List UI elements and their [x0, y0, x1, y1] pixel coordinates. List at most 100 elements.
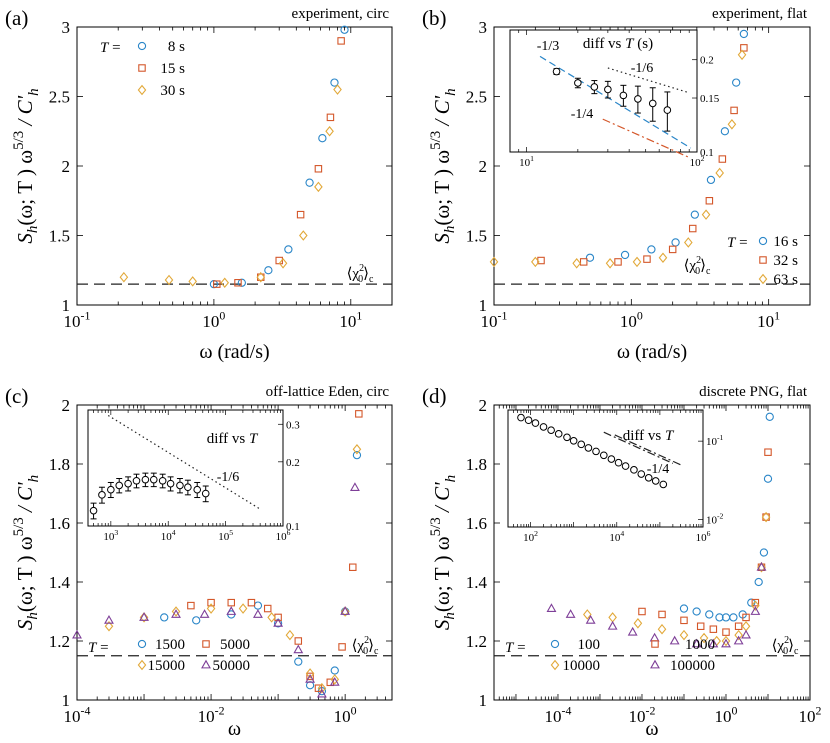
- inset-point: [644, 474, 653, 482]
- data-point-circle: [692, 607, 701, 616]
- data-point-diamond: [188, 276, 198, 287]
- data-point-diamond: [741, 620, 751, 632]
- data-point-diamond: [701, 209, 711, 220]
- inset-point: [569, 437, 578, 445]
- legend-label: 100: [578, 637, 601, 653]
- data-point-square: [213, 280, 221, 288]
- inset-point: [607, 455, 616, 463]
- data-point-circle: [160, 613, 169, 622]
- series-63s: [489, 49, 747, 269]
- data-point-circle: [763, 474, 773, 483]
- x-axis-label: ω: [228, 718, 241, 740]
- inset-title: diff vs T: [623, 428, 675, 444]
- y-axis-label: Sh(ω; T ) ω5/3 / C'h: [428, 88, 459, 243]
- data-point-square: [759, 256, 767, 264]
- data-point-diamond: [679, 629, 689, 641]
- panel-label: (a): [5, 6, 28, 30]
- data-point-triangle: [741, 629, 751, 639]
- data-point-triangle: [226, 606, 237, 615]
- inset-point: [89, 506, 98, 515]
- data-point-diamond: [299, 230, 308, 241]
- data-point-diamond: [684, 237, 693, 248]
- inset-y-tick-label: 10-2: [706, 511, 724, 526]
- inset-x-tick-label: 106: [276, 528, 291, 543]
- data-point-triangle: [329, 676, 340, 686]
- inset-point: [124, 479, 132, 488]
- x-tick-label: 100: [620, 308, 643, 331]
- x-axis-label: ω: [645, 718, 658, 740]
- inset-point: [590, 83, 599, 91]
- legend-label: 15 s: [160, 61, 185, 77]
- data-point-circle: [765, 412, 774, 421]
- data-point-square: [740, 44, 748, 52]
- y-axis-label: Sh(ω; T ) ω5/3 / C'h: [11, 475, 42, 630]
- inset-point: [166, 479, 175, 488]
- data-point-square: [680, 616, 688, 625]
- inset-frame: [507, 409, 704, 528]
- legend-label: 50000: [213, 658, 251, 674]
- inset-title: diff vs T: [207, 431, 259, 447]
- data-point-circle: [758, 236, 768, 246]
- slope-label: -1/3: [537, 39, 560, 54]
- inset-point: [193, 485, 202, 494]
- y-tick-label: 1.6: [466, 514, 487, 533]
- inset-x-tick-label: 106: [696, 529, 711, 544]
- data-point-diamond: [171, 606, 181, 617]
- data-point-diamond: [333, 84, 342, 95]
- inset-x-tick-label: 104: [161, 528, 176, 543]
- inset-y-tick-label: 0.15: [700, 93, 720, 105]
- y-tick-label: 1.2: [466, 632, 487, 651]
- panel-c: 10-4 10-2 100 1 1.2 1.4 1.6 1.8 2 off-lattice Ede…: [5, 384, 393, 740]
- data-point-triangle: [691, 638, 702, 648]
- plot-frame: [76, 26, 393, 306]
- data-point-diamond: [608, 612, 617, 623]
- inset-x-tick-label: 104: [609, 529, 624, 544]
- data-point-diamond: [139, 612, 149, 623]
- data-point-circle: [729, 613, 738, 622]
- data-point-diamond: [330, 674, 340, 685]
- data-point-circle: [739, 29, 749, 39]
- y-tick-label: 2.5: [49, 88, 70, 107]
- data-point-diamond: [352, 443, 362, 455]
- y-tick-label: 2: [479, 157, 488, 176]
- series-8s: [209, 25, 349, 289]
- data-point-diamond: [657, 623, 667, 635]
- inset-frame: [87, 409, 284, 527]
- y-tick-label: 2: [479, 396, 488, 415]
- slope-line: [539, 55, 692, 149]
- series-15s: [213, 37, 345, 288]
- inset-point: [149, 475, 158, 484]
- x-tick-label: 10-4: [545, 703, 572, 726]
- data-point-square: [207, 598, 215, 607]
- data-point-diamond: [285, 629, 295, 641]
- data-point-circle: [253, 601, 263, 610]
- data-point-circle: [550, 639, 560, 649]
- data-point-square: [688, 224, 697, 233]
- data-point-square: [579, 258, 588, 266]
- data-point-diamond: [572, 258, 581, 269]
- data-point-triangle: [650, 659, 660, 669]
- data-point-triangle: [756, 561, 767, 571]
- legend-prefix: T =: [727, 235, 748, 251]
- data-point-diamond: [119, 271, 129, 283]
- x-tick-label: 10-4: [64, 703, 91, 726]
- data-point-diamond: [220, 277, 230, 289]
- x-tick-label: 10-2: [198, 703, 225, 726]
- x-tick-label: 10-1: [481, 308, 508, 331]
- y-axis-label: Sh(ω; T ) ω5/3 / C'h: [11, 88, 42, 243]
- data-point-square: [638, 607, 646, 616]
- data-point-triangle: [201, 659, 211, 669]
- data-point-circle: [759, 548, 769, 557]
- data-point-circle: [715, 613, 724, 622]
- y-tick-label: 1: [479, 691, 488, 710]
- data-point-diamond: [761, 511, 771, 523]
- inset-d: 102 104 106 10-2 10-1 -1/4 diff vs T: [507, 409, 724, 544]
- data-point-diamond: [305, 668, 315, 679]
- data-point-triangle: [627, 626, 638, 636]
- reference-label: ⟨χ2 0⟩c: [772, 635, 799, 657]
- data-point-square: [314, 165, 323, 173]
- data-point-square: [730, 106, 738, 115]
- data-point-square: [764, 448, 772, 456]
- inset-point: [614, 458, 623, 467]
- inset-x-tick-label: 101: [519, 154, 534, 169]
